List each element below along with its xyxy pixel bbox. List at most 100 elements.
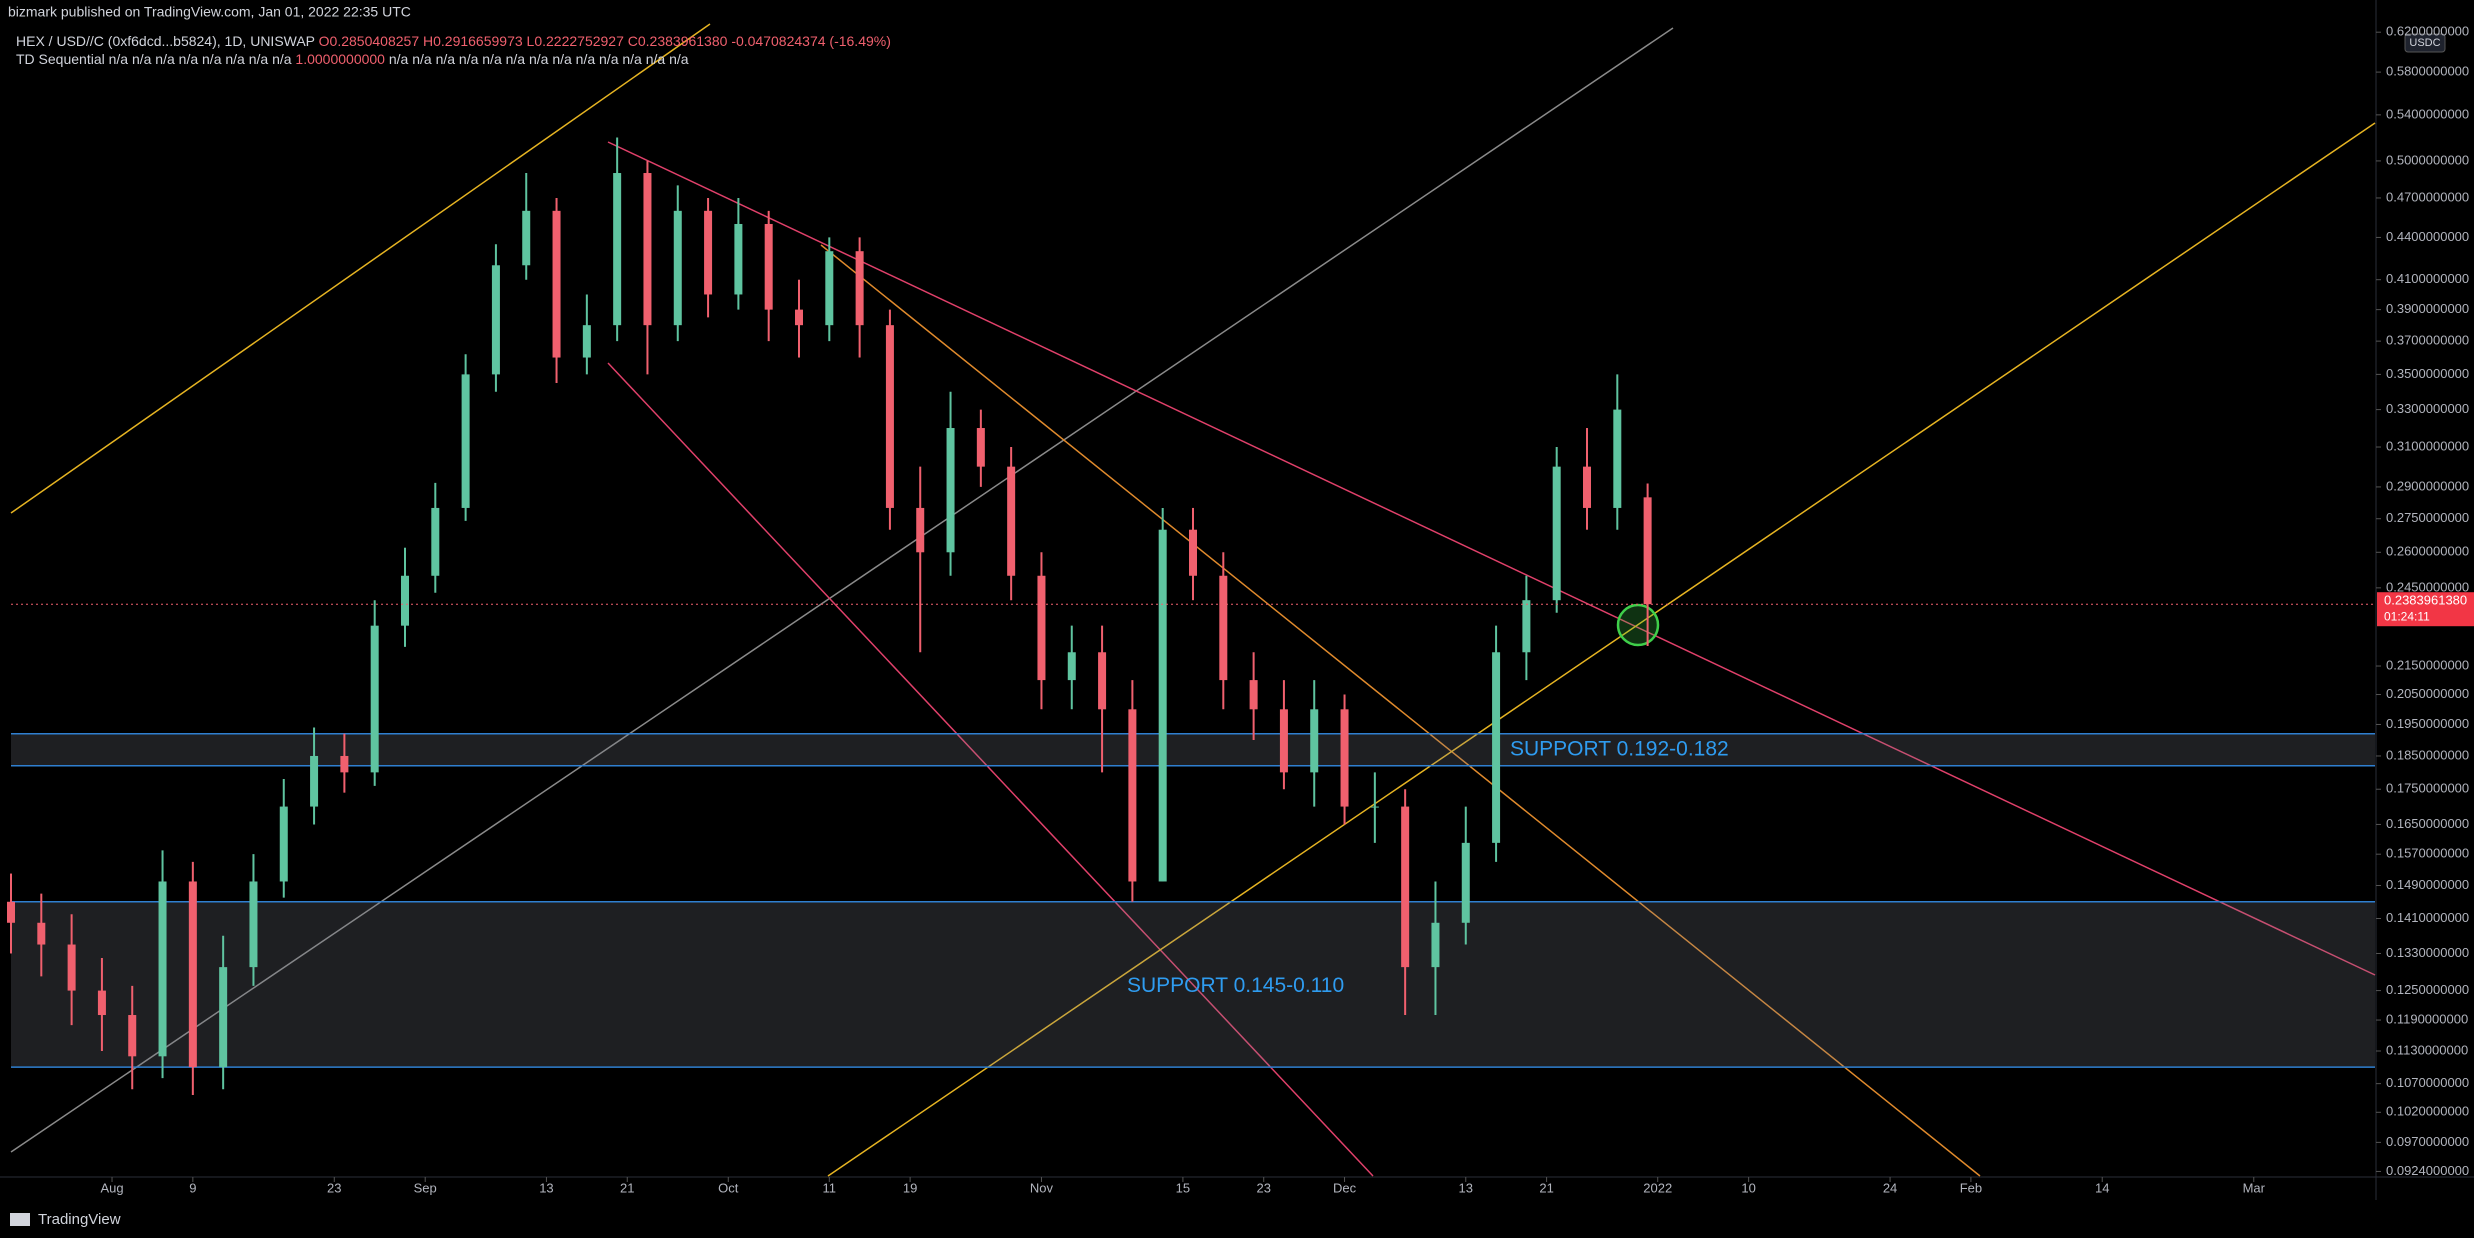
y-tick-label: 0.3700000000 bbox=[2386, 333, 2469, 348]
candle-body bbox=[1007, 466, 1016, 576]
candle-body bbox=[1643, 497, 1652, 605]
y-tick-label: 0.3300000000 bbox=[2386, 401, 2469, 416]
x-tick-label: Aug bbox=[100, 1180, 123, 1195]
x-tick-label: 14 bbox=[2095, 1180, 2109, 1195]
y-tick-label: 0.0924000000 bbox=[2386, 1163, 2469, 1178]
x-tick-label: 9 bbox=[189, 1180, 196, 1195]
candle-body bbox=[219, 967, 228, 1068]
low: L0.2222752927 bbox=[527, 33, 625, 49]
y-tick-label: 0.1410000000 bbox=[2386, 910, 2469, 925]
candle-body bbox=[613, 173, 622, 326]
header-ohlc: HEX / USD//C (0xf6dcd...b5824), 1D, UNIS… bbox=[16, 33, 891, 49]
y-tick-label: 0.6200000000 bbox=[2386, 24, 2469, 39]
brand: TradingView bbox=[38, 1211, 121, 1228]
y-tick-label: 0.2450000000 bbox=[2386, 579, 2469, 594]
candle-body bbox=[370, 625, 379, 773]
candle-body bbox=[1067, 652, 1076, 681]
x-tick-label: Mar bbox=[2243, 1180, 2266, 1195]
candle-body bbox=[97, 990, 106, 1016]
x-tick-label: Feb bbox=[1960, 1180, 1982, 1195]
y-tick-label: 0.2050000000 bbox=[2386, 686, 2469, 701]
candle-body bbox=[946, 428, 955, 553]
candle-body bbox=[795, 309, 803, 326]
indicator-value: 1.0000000000 bbox=[295, 51, 385, 67]
y-tick-label: 0.2150000000 bbox=[2386, 657, 2469, 672]
plot: SUPPORT 0.192-0.182 SUPPORT 0.145-0.110 bbox=[7, 137, 2375, 1095]
candle-body bbox=[188, 881, 197, 1068]
y-tick-label: 0.0970000000 bbox=[2386, 1134, 2469, 1149]
candle-body bbox=[1401, 806, 1410, 968]
trend-line bbox=[607, 141, 2376, 976]
x-tick-label: 19 bbox=[903, 1180, 917, 1195]
y-tick-label: 0.1020000000 bbox=[2386, 1104, 2469, 1119]
y-tick-label: 0.4100000000 bbox=[2386, 271, 2469, 286]
x-tick-label: 24 bbox=[1883, 1180, 1897, 1195]
y-tick-label: 0.5800000000 bbox=[2386, 64, 2469, 79]
zone-label: SUPPORT 0.192-0.182 bbox=[1510, 737, 1729, 760]
candle-body bbox=[1310, 709, 1319, 773]
candle-body bbox=[1158, 529, 1167, 882]
high: H0.2916659973 bbox=[423, 33, 523, 49]
y-tick-label: 0.5400000000 bbox=[2386, 106, 2469, 121]
y-tick-label: 0.2600000000 bbox=[2386, 544, 2469, 559]
highlight-circle bbox=[1616, 603, 1660, 647]
x-tick-label: 23 bbox=[1256, 1180, 1270, 1195]
support-zone bbox=[11, 901, 2375, 1068]
y-tick-label: 0.1070000000 bbox=[2386, 1075, 2469, 1090]
candle-body bbox=[310, 755, 319, 807]
candle-body bbox=[431, 507, 440, 576]
brand-logo bbox=[10, 1213, 30, 1226]
candle-body bbox=[279, 806, 288, 882]
candle-body bbox=[976, 428, 985, 467]
trend-line bbox=[10, 23, 711, 514]
candle-body bbox=[825, 251, 834, 326]
candle-body bbox=[249, 881, 258, 968]
candle-body bbox=[340, 755, 349, 773]
candle-body bbox=[885, 325, 894, 508]
y-tick-label: 0.4700000000 bbox=[2386, 189, 2469, 204]
trend-line bbox=[607, 362, 1374, 1177]
last-price-label: 0.2383961380 bbox=[2384, 593, 2467, 608]
trend-line bbox=[820, 244, 1981, 1177]
candle-body bbox=[1037, 575, 1046, 681]
y-tick-label: 0.4400000000 bbox=[2386, 229, 2469, 244]
currency: USDC bbox=[2409, 37, 2440, 49]
candle-body bbox=[855, 251, 864, 326]
x-tick-label: 2022 bbox=[1643, 1180, 1672, 1195]
candle-body bbox=[128, 1015, 137, 1057]
candle-body bbox=[1492, 652, 1501, 843]
countdown: 01:24:11 bbox=[2384, 609, 2430, 623]
candle-body bbox=[1522, 600, 1531, 653]
drawings bbox=[10, 23, 2376, 1177]
candle-body bbox=[158, 881, 167, 1057]
indicator: TD Sequential n/a n/a n/a n/a n/a n/a n/… bbox=[16, 51, 292, 67]
change: -0.0470824374 (-16.49%) bbox=[731, 33, 891, 49]
x-tick-label: 13 bbox=[1459, 1180, 1473, 1195]
candle-body bbox=[1249, 680, 1258, 710]
x-tick-label: 10 bbox=[1741, 1180, 1755, 1195]
candle-body bbox=[1431, 922, 1440, 968]
support-zone bbox=[11, 733, 2375, 766]
y-tick-label: 0.1850000000 bbox=[2386, 747, 2469, 762]
x-tick-label: 13 bbox=[539, 1180, 553, 1195]
currency-badge bbox=[2404, 33, 2446, 53]
candle-body bbox=[1098, 652, 1107, 710]
candle-body bbox=[1219, 575, 1228, 681]
candle-body bbox=[1128, 709, 1137, 882]
candle-body bbox=[461, 374, 470, 508]
candle-body bbox=[1340, 709, 1349, 807]
y-tick-label: 0.3100000000 bbox=[2386, 438, 2469, 453]
y-tick-label: 0.1650000000 bbox=[2386, 816, 2469, 831]
x-tick-label: 21 bbox=[1539, 1180, 1553, 1195]
y-tick-label: 0.1750000000 bbox=[2386, 781, 2469, 796]
x-tick-label: Oct bbox=[718, 1180, 739, 1195]
x-tick-label: 15 bbox=[1176, 1180, 1190, 1195]
candle-body bbox=[552, 210, 561, 358]
x-tick-label: 11 bbox=[823, 1180, 837, 1195]
candle-body bbox=[582, 325, 591, 358]
zone-label: SUPPORT 0.145-0.110 bbox=[1127, 974, 1344, 997]
candle-body bbox=[7, 901, 15, 923]
trend-line bbox=[10, 27, 1674, 1153]
y-tick-label: 0.1490000000 bbox=[2386, 877, 2469, 892]
